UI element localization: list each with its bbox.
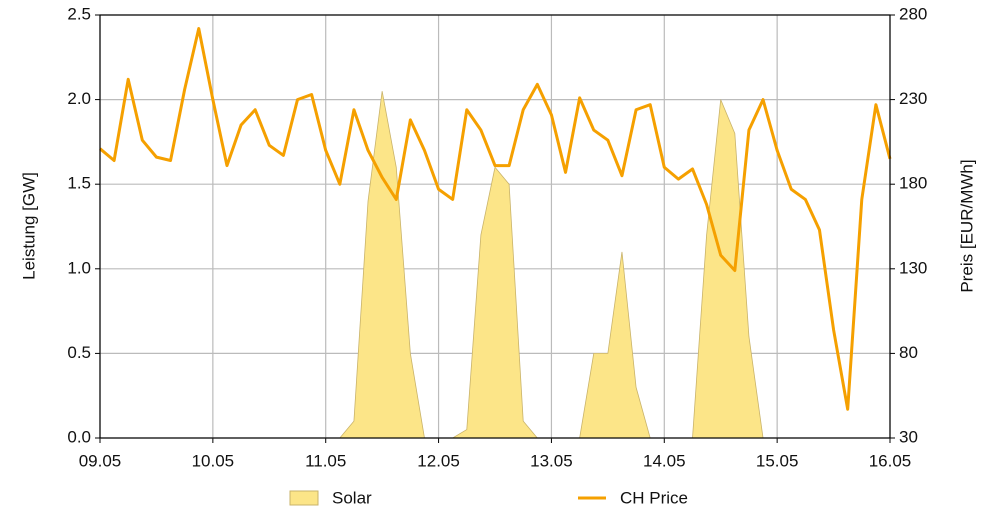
y2-tick-label: 80 bbox=[899, 343, 918, 362]
price-line bbox=[99, 27, 892, 411]
solar-area bbox=[100, 91, 890, 439]
legend-label: CH Price bbox=[620, 488, 688, 507]
y2-tick-label: 230 bbox=[899, 89, 927, 108]
x-tick-label: 12.05 bbox=[417, 451, 460, 470]
y-tick-label: 0.0 bbox=[67, 427, 91, 446]
x-tick-label: 10.05 bbox=[192, 451, 235, 470]
x-tick-label: 11.05 bbox=[305, 451, 346, 470]
y2-tick-label: 280 bbox=[899, 4, 927, 23]
legend-swatch bbox=[289, 490, 319, 506]
y2-tick-label: 130 bbox=[899, 258, 927, 277]
y-tick-label: 1.0 bbox=[67, 258, 91, 277]
y-tick-label: 2.5 bbox=[67, 4, 91, 23]
legend-label: Solar bbox=[332, 488, 372, 507]
plot-frame bbox=[99, 14, 891, 439]
x-tick-label: 13.05 bbox=[530, 451, 573, 470]
x-tick-label: 09.05 bbox=[79, 451, 122, 470]
y-tick-label: 0.5 bbox=[67, 343, 91, 362]
y2-axis-label: Preis [EUR/MWh] bbox=[957, 159, 976, 292]
x-tick-label: 14.05 bbox=[643, 451, 686, 470]
y-axis-label: Leistung [GW] bbox=[19, 172, 38, 280]
y2-tick-label: 180 bbox=[899, 174, 927, 193]
x-tick-label: 15.05 bbox=[756, 451, 799, 470]
y-tick-label: 2.0 bbox=[67, 89, 91, 108]
y-tick-label: 1.5 bbox=[67, 174, 91, 193]
x-tick-label: 16.05 bbox=[869, 451, 912, 470]
y2-tick-label: 30 bbox=[899, 427, 918, 446]
